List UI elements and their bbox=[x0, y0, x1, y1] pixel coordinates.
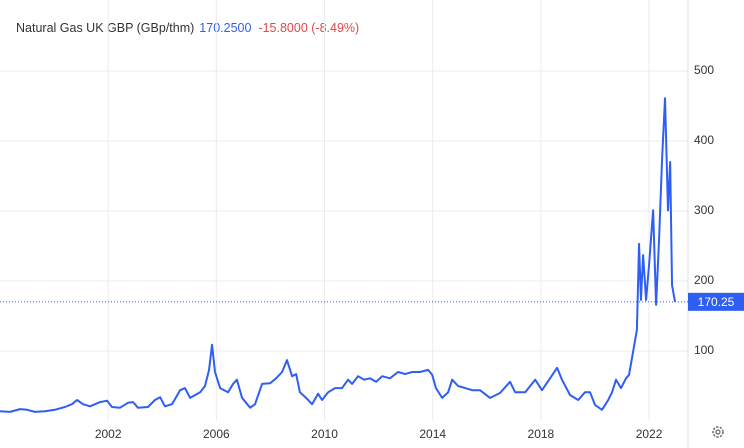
gear bbox=[712, 426, 724, 438]
x-tick-label: 2018 bbox=[528, 427, 555, 441]
x-tick-label: 2002 bbox=[95, 427, 122, 441]
title: Natural Gas UK GBP (GBp/thm) bbox=[16, 21, 194, 35]
x-tick-label: 2014 bbox=[419, 427, 446, 441]
last-price-box bbox=[688, 292, 744, 311]
y-tick-label: 400 bbox=[694, 133, 714, 147]
chart-title: Natural Gas UK GBP (GBp/thm) 170.2500 -15.… bbox=[16, 21, 359, 35]
x-tick-label: 2010 bbox=[311, 427, 338, 441]
price-line bbox=[0, 97, 677, 413]
gear-hub bbox=[715, 429, 721, 435]
last-price-label: 170.25 bbox=[698, 295, 735, 309]
y-tick-label: 500 bbox=[694, 63, 714, 77]
y-tick-label: 300 bbox=[694, 203, 714, 217]
y-tick-label: 100 bbox=[694, 343, 714, 357]
settings-icon[interactable] bbox=[712, 426, 724, 438]
x-tick-label: 2022 bbox=[636, 427, 663, 441]
y-tick-label: 200 bbox=[694, 273, 714, 287]
change: -15.8000 (-8.49%) bbox=[258, 21, 359, 35]
price: 170.2500 bbox=[199, 21, 251, 35]
x-tick-label: 2006 bbox=[203, 427, 230, 441]
